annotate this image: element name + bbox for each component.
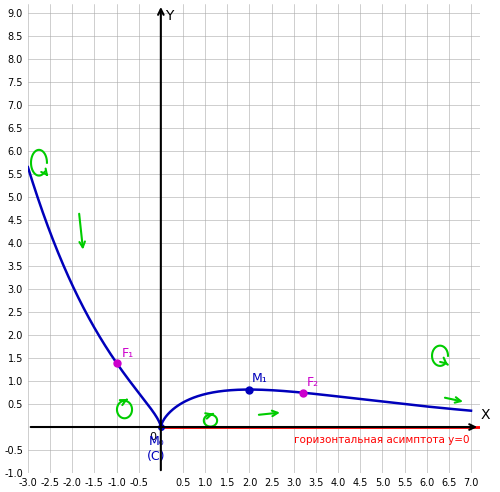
Text: горизонтальная асимптота y=0: горизонтальная асимптота y=0	[294, 435, 470, 445]
Text: Y: Y	[166, 9, 173, 23]
Text: M₀: M₀	[148, 435, 164, 448]
Text: X: X	[481, 408, 490, 423]
Text: F₁: F₁	[122, 347, 134, 360]
Text: M₁: M₁	[252, 372, 268, 385]
Text: F₂: F₂	[307, 376, 319, 390]
Text: (C): (C)	[147, 450, 166, 463]
Text: 0: 0	[150, 431, 156, 442]
